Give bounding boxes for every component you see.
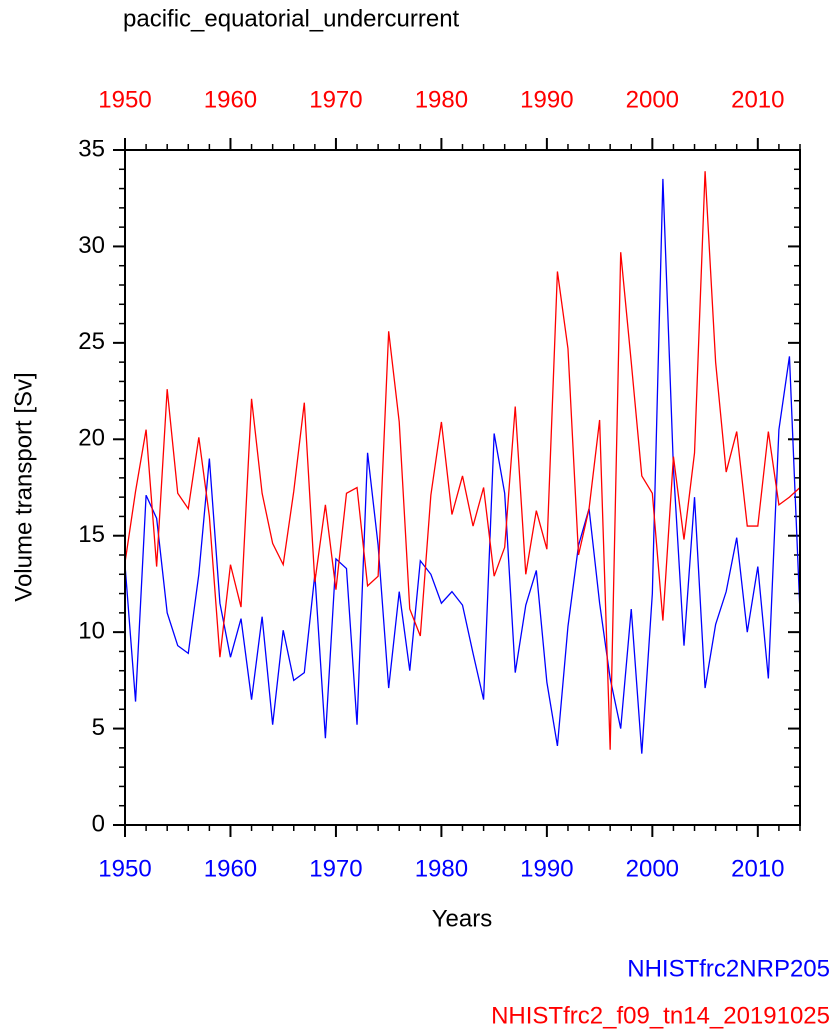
chart-title: pacific_equatorial_undercurrent: [123, 5, 460, 32]
x-tick-label: 1970: [309, 855, 362, 882]
y-tick-label: 25: [78, 328, 105, 355]
x-tick-label: 1990: [520, 855, 573, 882]
series-line: [124, 171, 801, 750]
x-tick-label: 1980: [415, 855, 468, 882]
x2-tick-label: 2000: [626, 86, 679, 113]
x2-tick-label: 1950: [98, 86, 151, 113]
y-tick-label: 10: [78, 617, 105, 644]
x-tick-label: 1960: [204, 855, 257, 882]
plot-frame: [124, 149, 801, 826]
x-tick-label: 2010: [731, 855, 784, 882]
x-axis-label: Years: [432, 905, 493, 932]
series-line: [124, 178, 801, 754]
y-tick-label: 30: [78, 232, 105, 259]
y-tick-label: 0: [92, 810, 105, 837]
x-tick-label: 1950: [98, 855, 151, 882]
y-axis-label: Volume transport [Sv]: [10, 372, 37, 601]
y-tick-label: 15: [78, 521, 105, 548]
x2-tick-label: 1970: [309, 86, 362, 113]
x-tick-label: 2000: [626, 855, 679, 882]
x2-tick-label: 1960: [204, 86, 257, 113]
legend-label: NHISTfrc2NRP205: [627, 955, 830, 982]
y-tick-label: 35: [78, 135, 105, 162]
x2-tick-label: 1990: [520, 86, 573, 113]
x2-tick-label: 2010: [731, 86, 784, 113]
y-tick-label: 20: [78, 425, 105, 452]
legend-label: NHISTfrc2_f09_tn14_20191025: [491, 1002, 830, 1029]
y-tick-label: 5: [92, 714, 105, 741]
x2-tick-label: 1980: [415, 86, 468, 113]
